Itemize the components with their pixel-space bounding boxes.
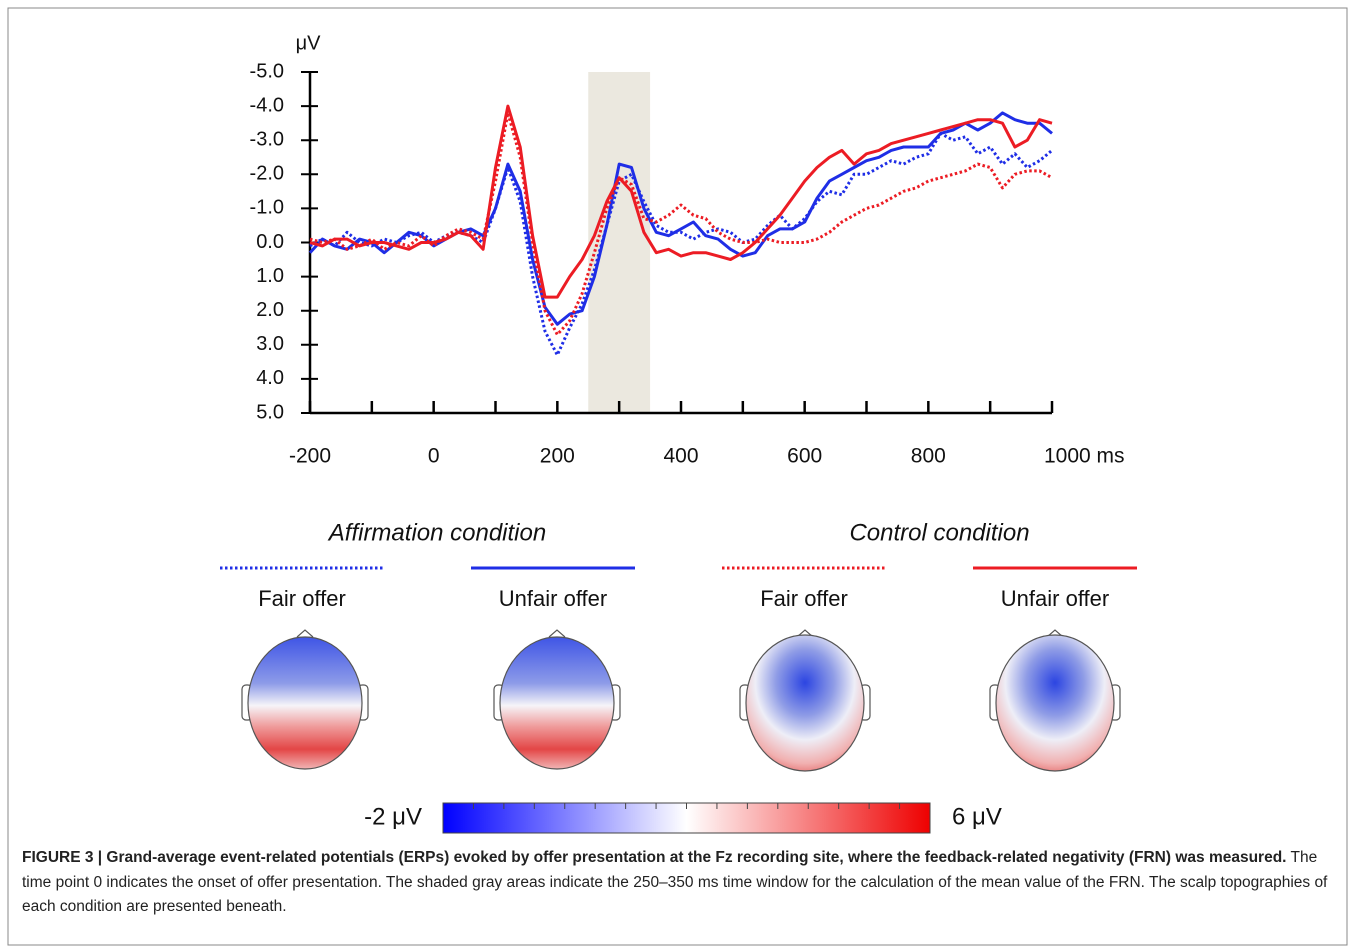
y-tick-label: 4.0 bbox=[256, 367, 284, 389]
series-line bbox=[309, 104, 1053, 299]
caption-label: FIGURE 3 | Grand-average event-related p… bbox=[22, 849, 1287, 866]
head bbox=[739, 629, 871, 772]
y-tick-label: 3.0 bbox=[256, 333, 284, 355]
legend-label: Unfair offer bbox=[1001, 586, 1109, 611]
y-tick-label: 1.0 bbox=[256, 265, 284, 287]
y-tick-label: 2.0 bbox=[256, 299, 284, 321]
topographies bbox=[241, 629, 1121, 772]
legend-label: Fair offer bbox=[760, 586, 848, 611]
colorbar-label: 6 μV bbox=[952, 803, 1002, 830]
legend-group-title: Control condition bbox=[849, 519, 1029, 546]
x-tick-label: 1000 ms bbox=[1044, 445, 1125, 468]
caption-text: The time point 0 indicates the onset of … bbox=[22, 849, 1328, 915]
y-tick-label: 5.0 bbox=[256, 401, 284, 423]
legend-label: Fair offer bbox=[258, 586, 346, 611]
y-axis-label: μV bbox=[296, 32, 322, 54]
colorbar-label: -2 μV bbox=[364, 803, 422, 830]
y-tick-label: -3.0 bbox=[250, 128, 284, 150]
legend-group-title: Affirmation condition bbox=[327, 519, 546, 546]
x-tick-label: 200 bbox=[540, 445, 575, 468]
series-line bbox=[309, 111, 1053, 337]
caption: FIGURE 3 | Grand-average event-related p… bbox=[22, 846, 1332, 920]
y-tick-label: -1.0 bbox=[250, 197, 284, 219]
y-tick-label: -2.0 bbox=[250, 163, 284, 185]
y-tick-label: -4.0 bbox=[250, 94, 284, 116]
head bbox=[241, 629, 369, 770]
y-tick-label: 0.0 bbox=[256, 231, 284, 253]
x-tick-label: -200 bbox=[289, 445, 331, 468]
head bbox=[989, 629, 1121, 772]
head bbox=[493, 629, 621, 770]
shaded-window bbox=[588, 72, 651, 413]
x-tick-label: 0 bbox=[428, 445, 440, 468]
y-tick-label: -5.0 bbox=[250, 60, 284, 82]
x-tick-label: 400 bbox=[663, 445, 698, 468]
x-tick-label: 600 bbox=[787, 445, 822, 468]
series-line bbox=[308, 111, 1053, 326]
frame bbox=[7, 7, 1348, 946]
x-tick-label: 800 bbox=[911, 445, 946, 468]
legend-label: Unfair offer bbox=[499, 586, 607, 611]
